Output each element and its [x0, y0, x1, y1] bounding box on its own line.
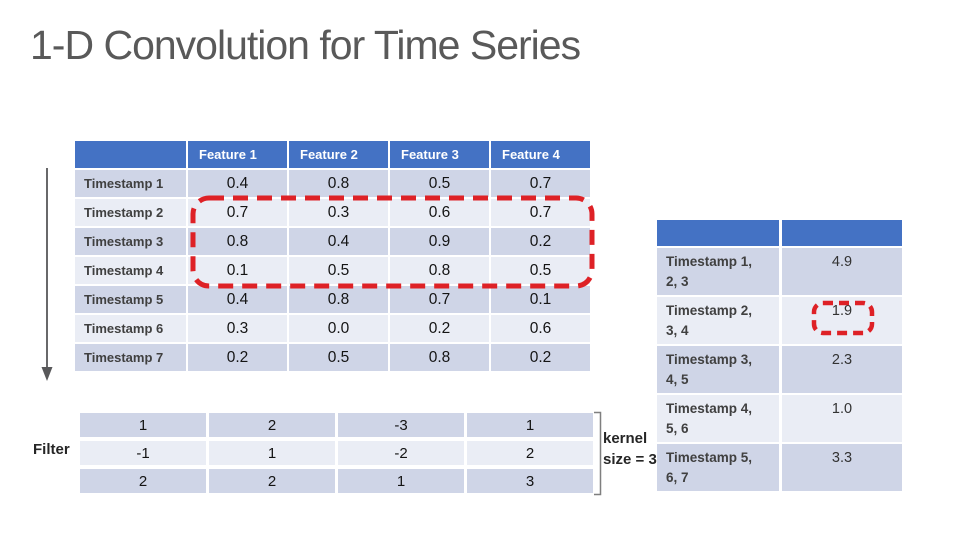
table-cell: 0.5 [390, 170, 489, 197]
column-header-feature-1: Feature 1 [188, 141, 287, 168]
table-cell: 0.2 [491, 344, 590, 371]
filter-label: Filter [33, 441, 70, 458]
result-label-line2: 6, 7 [666, 470, 689, 485]
result-label-line2: 3, 4 [666, 323, 689, 338]
result-value: 1.0 [782, 395, 902, 442]
column-header-feature-4: Feature 4 [491, 141, 590, 168]
table-cell: 0.4 [188, 286, 287, 313]
row-label-timestamp-4: Timestamp 4 [75, 257, 186, 284]
filter-cell: 1 [338, 469, 464, 493]
result-label-line2: 4, 5 [666, 372, 689, 387]
result-label-line1: Timestamp 1, [666, 254, 753, 269]
result-label-line2: 5, 6 [666, 421, 689, 436]
filter-cell: 2 [467, 441, 593, 465]
filter-cell: 2 [209, 413, 335, 437]
table-cell: 0.2 [188, 344, 287, 371]
table-cell: 0.7 [491, 170, 590, 197]
filter-table: 1 2 -3 1 -1 1 -2 2 2 2 1 3 [80, 413, 593, 493]
result-header-cell [782, 220, 902, 246]
kernel-note-line2: size = 3 [603, 451, 657, 468]
kernel-note-line1: kernel [603, 430, 648, 447]
filter-cell: 1 [467, 413, 593, 437]
table-cell: 0.4 [289, 228, 388, 255]
table-cell: 0.0 [289, 315, 388, 342]
column-header-feature-3: Feature 3 [390, 141, 489, 168]
table-cell: 0.1 [188, 257, 287, 284]
page-title: 1-D Convolution for Time Series [30, 22, 581, 68]
filter-cell: 1 [80, 413, 206, 437]
table-cell: 0.7 [390, 286, 489, 313]
column-header-feature-2: Feature 2 [289, 141, 388, 168]
table-cell: 0.8 [390, 344, 489, 371]
filter-cell: -2 [338, 441, 464, 465]
result-label-line1: Timestamp 3, [666, 352, 753, 367]
result-header-cell [657, 220, 779, 246]
table-cell: 0.8 [188, 228, 287, 255]
table-cell: 0.3 [289, 199, 388, 226]
table-cell: 0.8 [289, 286, 388, 313]
result-label-line1: Timestamp 2, [666, 303, 753, 318]
table-cell: 0.3 [188, 315, 287, 342]
table-cell: 0.6 [390, 199, 489, 226]
result-row-label: Timestamp 3, 4, 5 [657, 346, 779, 393]
sliding-window-highlight-icon [190, 195, 595, 289]
kernel-size-note: kernel size = 3 [603, 428, 657, 470]
row-label-timestamp-7: Timestamp 7 [75, 344, 186, 371]
filter-cell: -1 [80, 441, 206, 465]
filter-cell: 2 [209, 469, 335, 493]
result-row-label: Timestamp 4, 5, 6 [657, 395, 779, 442]
filter-cell: 2 [80, 469, 206, 493]
result-row-label: Timestamp 5, 6, 7 [657, 444, 779, 491]
row-label-timestamp-3: Timestamp 3 [75, 228, 186, 255]
result-label-line1: Timestamp 5, [666, 450, 753, 465]
result-row-label: Timestamp 2, 3, 4 [657, 297, 779, 344]
row-label-timestamp-1: Timestamp 1 [75, 170, 186, 197]
table-cell: 0.8 [390, 257, 489, 284]
result-label-line2: 2, 3 [666, 274, 689, 289]
table-cell: 0.9 [390, 228, 489, 255]
table-cell: 0.2 [390, 315, 489, 342]
result-label-line1: Timestamp 4, [666, 401, 753, 416]
time-direction-arrow-icon [41, 168, 53, 381]
filter-cell: 3 [467, 469, 593, 493]
bracket-icon [594, 411, 602, 496]
table-cell: 0.6 [491, 315, 590, 342]
result-row-label: Timestamp 1, 2, 3 [657, 248, 779, 295]
table-cell: 0.7 [188, 199, 287, 226]
timeseries-table: Feature 1 Feature 2 Feature 3 Feature 4 … [75, 141, 590, 371]
row-label-timestamp-2: Timestamp 2 [75, 199, 186, 226]
table-cell: 0.8 [289, 170, 388, 197]
table-corner-cell [75, 141, 186, 168]
result-value: 2.3 [782, 346, 902, 393]
table-cell: 0.5 [491, 257, 590, 284]
result-value: 3.3 [782, 444, 902, 491]
result-highlight-icon [811, 300, 875, 336]
row-label-timestamp-5: Timestamp 5 [75, 286, 186, 313]
table-cell: 0.5 [289, 344, 388, 371]
table-cell: 0.2 [491, 228, 590, 255]
filter-cell: -3 [338, 413, 464, 437]
row-label-timestamp-6: Timestamp 6 [75, 315, 186, 342]
table-cell: 0.1 [491, 286, 590, 313]
result-value: 4.9 [782, 248, 902, 295]
table-cell: 0.5 [289, 257, 388, 284]
table-cell: 0.7 [491, 199, 590, 226]
filter-cell: 1 [209, 441, 335, 465]
table-cell: 0.4 [188, 170, 287, 197]
convolution-result-table: Timestamp 1, 2, 3 4.9 Timestamp 2, 3, 4 … [657, 220, 902, 491]
